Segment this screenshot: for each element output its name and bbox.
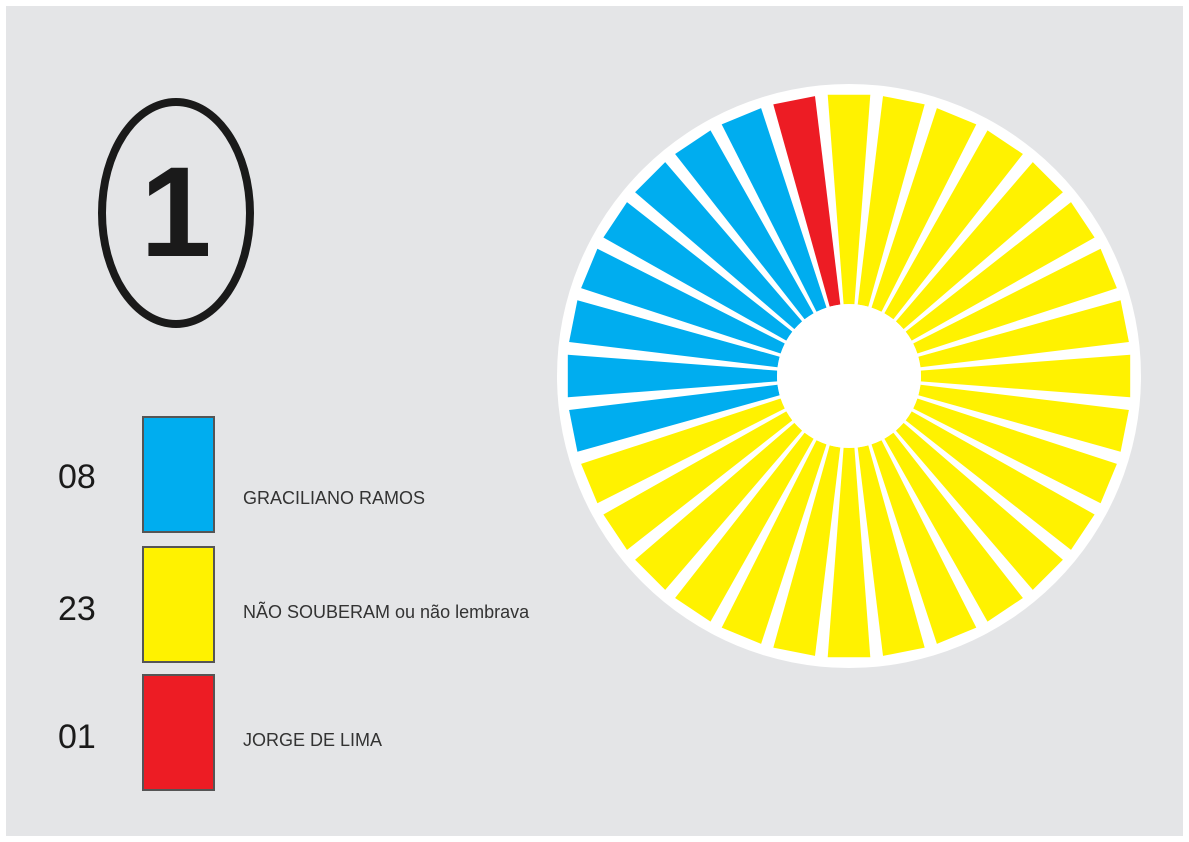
ray-jorge-de-lima — [773, 96, 841, 307]
ray-n-o-souberam-ou-n-o-lembrava — [773, 445, 841, 656]
ray-graciliano-ramos — [581, 248, 785, 354]
ray-n-o-souberam-ou-n-o-lembrava — [913, 248, 1117, 354]
ray-n-o-souberam-ou-n-o-lembrava — [905, 411, 1095, 550]
ray-graciliano-ramos — [635, 162, 803, 330]
chart-hub — [777, 304, 921, 448]
legend-count: 08 — [58, 458, 96, 496]
legend-label: GRACILIANO RAMOS — [243, 488, 426, 508]
sunburst-chart — [557, 84, 1141, 668]
legend-item-jorge-de-lima: 01 JORGE DE LIMA — [6, 674, 706, 792]
ray-n-o-souberam-ou-n-o-lembrava — [884, 130, 1023, 320]
ray-n-o-souberam-ou-n-o-lembrava — [827, 94, 871, 305]
legend-item-nao-souberam: 23 NÃO SOUBERAM ou não lembrava — [6, 546, 706, 664]
legend-label: JORGE DE LIMA — [243, 730, 383, 750]
ray-n-o-souberam-ou-n-o-lembrava — [721, 440, 827, 644]
ray-graciliano-ramos — [569, 300, 780, 368]
figure-number-badge: 1 — [98, 98, 254, 328]
ray-graciliano-ramos — [721, 108, 827, 312]
legend-count: 01 — [58, 718, 96, 756]
ray-n-o-souberam-ou-n-o-lembrava — [871, 108, 977, 312]
ray-n-o-souberam-ou-n-o-lembrava — [857, 96, 925, 307]
ray-n-o-souberam-ou-n-o-lembrava — [635, 422, 803, 590]
ray-n-o-souberam-ou-n-o-lembrava — [905, 202, 1095, 341]
ray-n-o-souberam-ou-n-o-lembrava — [920, 354, 1131, 398]
ray-n-o-souberam-ou-n-o-lembrava — [857, 445, 925, 656]
ray-n-o-souberam-ou-n-o-lembrava — [871, 440, 977, 644]
ray-n-o-souberam-ou-n-o-lembrava — [675, 432, 814, 622]
ray-n-o-souberam-ou-n-o-lembrava — [603, 411, 793, 550]
legend-swatch — [142, 416, 215, 533]
ray-n-o-souberam-ou-n-o-lembrava — [827, 447, 871, 658]
ray-n-o-souberam-ou-n-o-lembrava — [918, 300, 1129, 368]
ray-n-o-souberam-ou-n-o-lembrava — [581, 398, 785, 504]
ray-graciliano-ramos — [569, 384, 780, 452]
legend-label: NÃO SOUBERAM ou não lembrava — [243, 602, 530, 622]
ray-graciliano-ramos — [603, 202, 793, 341]
ray-n-o-souberam-ou-n-o-lembrava — [884, 432, 1023, 622]
ray-graciliano-ramos — [567, 354, 778, 398]
ray-n-o-souberam-ou-n-o-lembrava — [918, 384, 1129, 452]
ray-graciliano-ramos — [675, 130, 814, 320]
legend-item-graciliano-ramos: 08 GRACILIANO RAMOS — [6, 416, 706, 534]
legend-swatch — [142, 674, 215, 791]
legend-count: 23 — [58, 590, 96, 628]
ray-n-o-souberam-ou-n-o-lembrava — [895, 162, 1063, 330]
ray-n-o-souberam-ou-n-o-lembrava — [895, 422, 1063, 590]
ray-n-o-souberam-ou-n-o-lembrava — [913, 398, 1117, 504]
legend-swatch — [142, 546, 215, 663]
chart-panel: 1 08 GRACILIANO RAMOS 23 NÃO SOUBERAM ou… — [6, 6, 1183, 836]
